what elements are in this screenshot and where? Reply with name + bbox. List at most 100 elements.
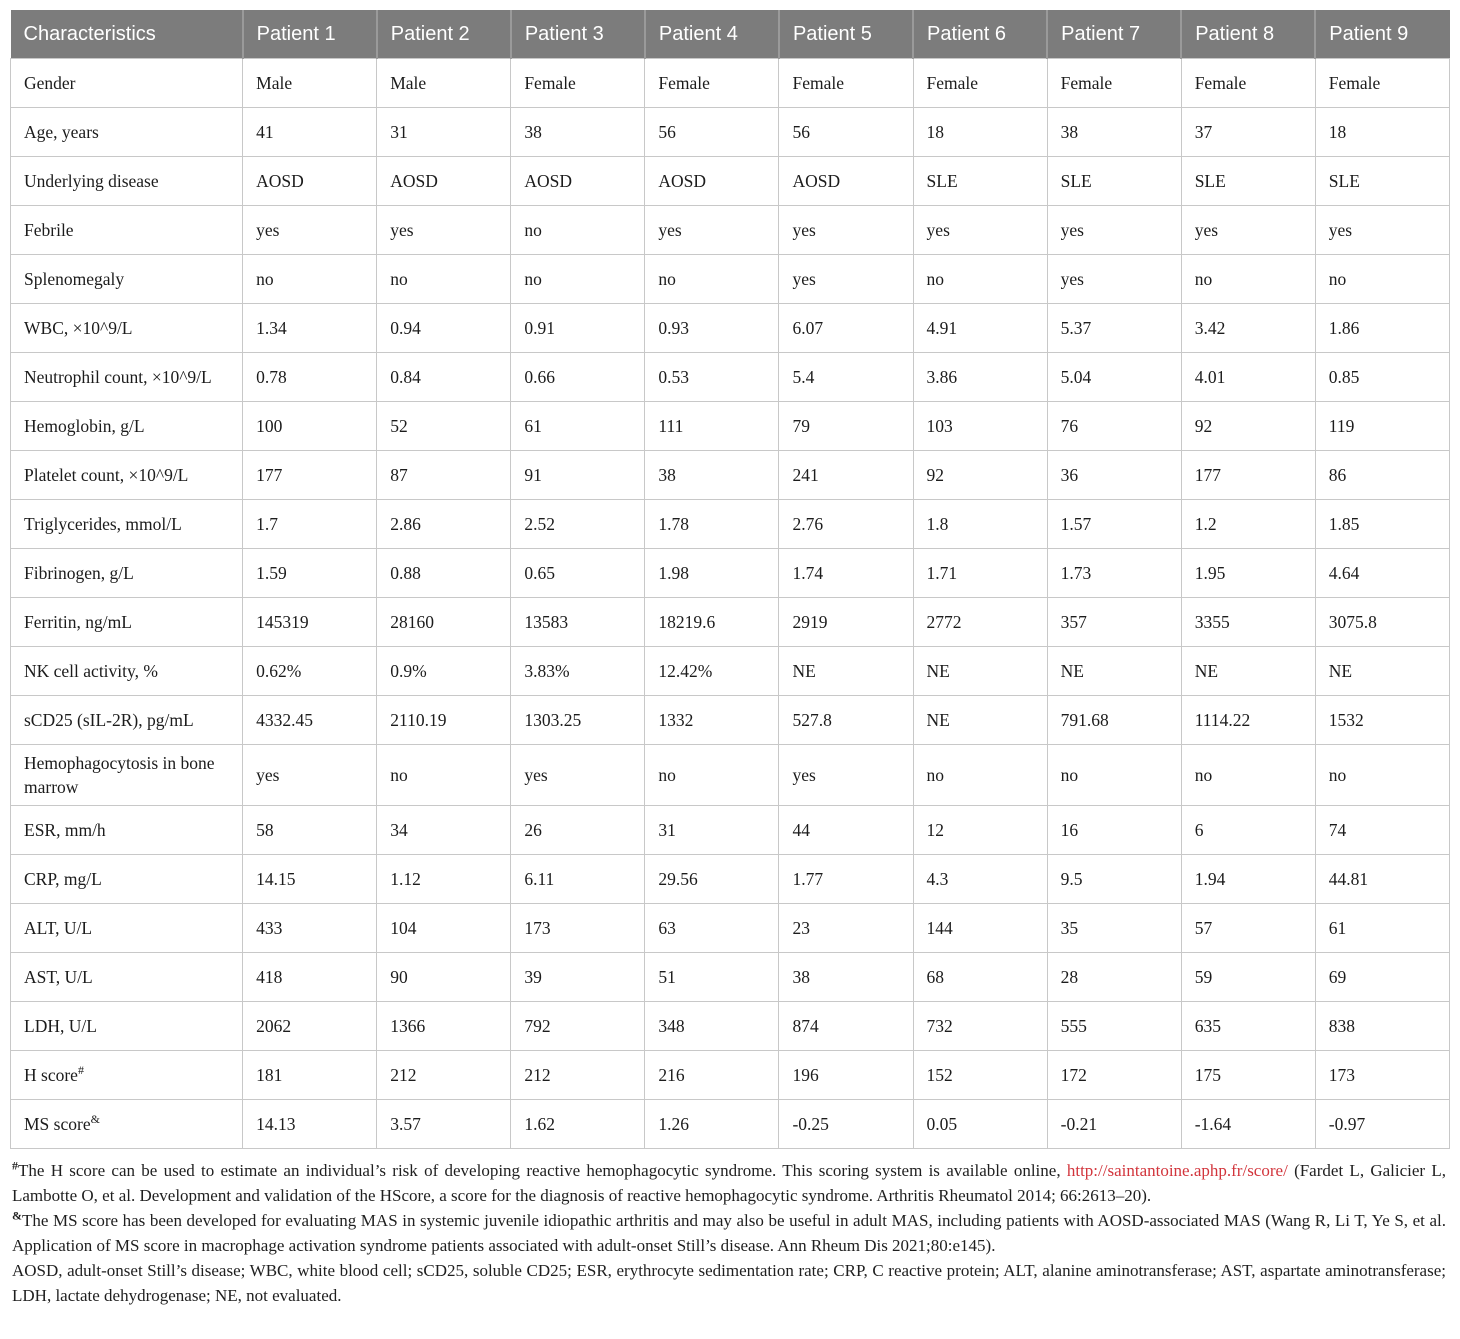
footnote-hscore-text-before: The H score can be used to estimate an i… bbox=[18, 1161, 1067, 1180]
value-cell: 1332 bbox=[644, 695, 780, 745]
value-cell: 44.81 bbox=[1314, 854, 1451, 904]
row-label: Febrile bbox=[9, 205, 244, 255]
value-cell: Female bbox=[912, 58, 1048, 108]
value-cell: 51 bbox=[644, 952, 780, 1002]
value-cell: 173 bbox=[510, 903, 646, 953]
value-cell: 4.01 bbox=[1180, 352, 1316, 402]
value-cell: 12.42% bbox=[644, 646, 780, 696]
value-cell: 31 bbox=[376, 107, 512, 157]
value-cell: no bbox=[1046, 744, 1182, 806]
value-cell: 433 bbox=[242, 903, 378, 953]
row-label: Triglycerides, mmol/L bbox=[9, 499, 244, 549]
value-cell: no bbox=[1314, 254, 1451, 304]
ampersand-footnote-marker: & bbox=[12, 1208, 22, 1223]
row-label: H score# bbox=[9, 1050, 244, 1100]
value-cell: no bbox=[912, 744, 1048, 806]
value-cell: NE bbox=[912, 695, 1048, 745]
value-cell: 172 bbox=[1046, 1050, 1182, 1100]
header-cell-patient: Patient 7 bbox=[1046, 10, 1182, 59]
value-cell: 3355 bbox=[1180, 597, 1316, 647]
value-cell: 87 bbox=[376, 450, 512, 500]
value-cell: 1.74 bbox=[778, 548, 914, 598]
value-cell: 61 bbox=[1314, 903, 1451, 953]
table-row: MS score& 14.13 3.57 1.62 1.26 -0.25 0.05 -0.21… bbox=[9, 1099, 1451, 1149]
value-cell: 1114.22 bbox=[1180, 695, 1316, 745]
value-cell: Female bbox=[644, 58, 780, 108]
value-cell: Female bbox=[1046, 58, 1182, 108]
value-cell: yes bbox=[1046, 205, 1182, 255]
value-cell: 12 bbox=[912, 805, 1048, 855]
value-cell: 241 bbox=[778, 450, 914, 500]
value-cell: 39 bbox=[510, 952, 646, 1002]
value-cell: 216 bbox=[644, 1050, 780, 1100]
value-cell: 0.94 bbox=[376, 303, 512, 353]
header-cell-patient: Patient 6 bbox=[912, 10, 1048, 59]
value-cell: 26 bbox=[510, 805, 646, 855]
value-cell: -0.25 bbox=[778, 1099, 914, 1149]
value-cell: 527.8 bbox=[778, 695, 914, 745]
value-cell: 3.42 bbox=[1180, 303, 1316, 353]
table-row: Gender Male Male Female Female Female Female Fe… bbox=[9, 58, 1451, 108]
value-cell: no bbox=[242, 254, 378, 304]
value-cell: 5.04 bbox=[1046, 352, 1182, 402]
value-cell: 3075.8 bbox=[1314, 597, 1451, 647]
value-cell: 1.95 bbox=[1180, 548, 1316, 598]
value-cell: 37 bbox=[1180, 107, 1316, 157]
value-cell: 5.4 bbox=[778, 352, 914, 402]
value-cell: 13583 bbox=[510, 597, 646, 647]
value-cell: 6 bbox=[1180, 805, 1316, 855]
table-row: CRP, mg/L 14.15 1.12 6.11 29.56 1.77 4.3 9.5 1.9… bbox=[9, 854, 1451, 904]
value-cell: yes bbox=[242, 205, 378, 255]
value-cell: NE bbox=[912, 646, 1048, 696]
table-row: LDH, U/L 2062 1366 792 348 874 732 555 635 838 bbox=[9, 1001, 1451, 1051]
hash-footnote-marker: # bbox=[12, 1158, 18, 1173]
value-cell: yes bbox=[1180, 205, 1316, 255]
value-cell: yes bbox=[778, 254, 914, 304]
value-cell: 1.62 bbox=[510, 1099, 646, 1149]
header-cell-patient: Patient 3 bbox=[509, 10, 645, 59]
row-label: MS score& bbox=[9, 1099, 244, 1149]
value-cell: 5.37 bbox=[1046, 303, 1182, 353]
table-row: ALT, U/L 433 104 173 63 23 144 35 57 61 bbox=[9, 903, 1451, 953]
table-row: Platelet count, ×10^9/L 177 87 91 38 241 92 36 1… bbox=[9, 450, 1451, 500]
hscore-link[interactable]: http://saintantoine.aphp.fr/score/ bbox=[1066, 1161, 1288, 1180]
table-footnotes: #The H score can be used to estimate an … bbox=[10, 1158, 1450, 1308]
value-cell: 1.34 bbox=[242, 303, 378, 353]
value-cell: 0.78 bbox=[242, 352, 378, 402]
value-cell: 418 bbox=[242, 952, 378, 1002]
footnote-abbreviations: AOSD, adult-onset Still’s disease; WBC, … bbox=[12, 1261, 1446, 1305]
header-cell-patient: Patient 4 bbox=[643, 10, 779, 59]
value-cell: 175 bbox=[1180, 1050, 1316, 1100]
value-cell: 74 bbox=[1314, 805, 1451, 855]
value-cell: 173 bbox=[1314, 1050, 1451, 1100]
value-cell: 104 bbox=[376, 903, 512, 953]
value-cell: 838 bbox=[1314, 1001, 1451, 1051]
value-cell: no bbox=[376, 254, 512, 304]
value-cell: no bbox=[644, 254, 780, 304]
value-cell: 44 bbox=[778, 805, 914, 855]
value-cell: 1532 bbox=[1314, 695, 1451, 745]
value-cell: 874 bbox=[778, 1001, 914, 1051]
value-cell: 1.78 bbox=[644, 499, 780, 549]
table-row: Age, years 41 31 38 56 56 18 38 37 18 bbox=[9, 107, 1451, 157]
value-cell: 4332.45 bbox=[242, 695, 378, 745]
value-cell: yes bbox=[912, 205, 1048, 255]
value-cell: 29.56 bbox=[644, 854, 780, 904]
table-row: NK cell activity, % 0.62% 0.9% 3.83% 12.42% N… bbox=[9, 646, 1451, 696]
value-cell: SLE bbox=[1180, 156, 1316, 206]
table-row: sCD25 (sIL-2R), pg/mL 4332.45 2110.19 1303.… bbox=[9, 695, 1451, 745]
header-cell-characteristics: Characteristics bbox=[10, 10, 243, 59]
value-cell: 18219.6 bbox=[644, 597, 780, 647]
value-cell: 56 bbox=[778, 107, 914, 157]
value-cell: no bbox=[1180, 254, 1316, 304]
value-cell: yes bbox=[778, 205, 914, 255]
value-cell: 56 bbox=[644, 107, 780, 157]
value-cell: 86 bbox=[1314, 450, 1451, 500]
value-cell: 9.5 bbox=[1046, 854, 1182, 904]
value-cell: 2110.19 bbox=[376, 695, 512, 745]
value-cell: 111 bbox=[644, 401, 780, 451]
value-cell: 0.66 bbox=[510, 352, 646, 402]
value-cell: 14.15 bbox=[242, 854, 378, 904]
value-cell: 36 bbox=[1046, 450, 1182, 500]
value-cell: yes bbox=[1314, 205, 1451, 255]
